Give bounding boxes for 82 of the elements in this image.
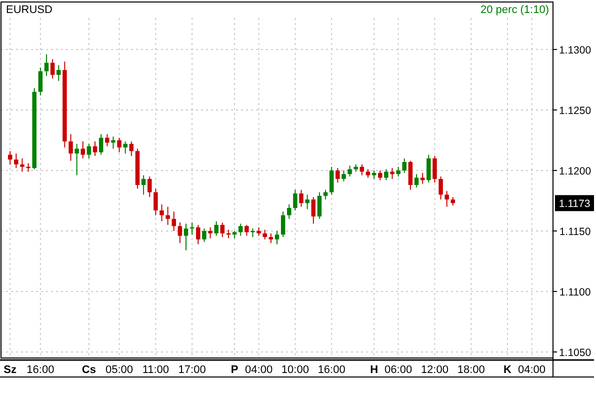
y-tick-label: 1.1100 [559, 286, 591, 298]
candlestick [262, 229, 267, 240]
candlestick [311, 196, 316, 224]
x-tick-label: 16:00 [26, 364, 54, 376]
candlestick [396, 166, 400, 178]
candlestick [68, 134, 73, 162]
candlestick [172, 211, 176, 232]
candlestick [342, 170, 346, 182]
candlestick [105, 134, 110, 147]
candlestick [408, 160, 413, 190]
candlestick [438, 176, 443, 200]
candlestick [111, 136, 116, 150]
candlestick [432, 155, 437, 184]
y-tick-label: 1.1300 [558, 44, 592, 56]
y-tick-label: 1.1050 [558, 346, 592, 359]
candlestick [141, 174, 146, 196]
chart-subtitle: 20 perc (1:10) [480, 4, 549, 16]
x-tick-label: 05:00 [106, 364, 134, 376]
y-tick-label: 1.1250 [558, 104, 592, 117]
x-tick-label: 06:00 [384, 364, 412, 376]
x-tick-label: 11:00 [142, 364, 170, 376]
candlestick [414, 174, 419, 188]
candlestick [20, 158, 24, 172]
x-tick-label: K [504, 364, 512, 376]
candlestick [444, 190, 449, 208]
x-tick-label: 17:00 [178, 364, 206, 376]
candlestick [98, 134, 104, 156]
candlestick [244, 224, 249, 236]
candlestick [14, 153, 18, 169]
candlestick [317, 192, 322, 220]
candlestick [56, 64, 61, 82]
candlestick [220, 222, 225, 238]
candlestick [184, 223, 188, 251]
candlestick [50, 58, 55, 79]
candlestick [323, 189, 328, 200]
candlestick [390, 168, 394, 180]
chart-title: EURUSD [6, 4, 53, 16]
x-tick-label: 04:00 [518, 364, 546, 376]
candlestick [420, 172, 425, 184]
x-tick-label: 12:00 [420, 364, 448, 376]
candlestick [166, 206, 170, 226]
y-tick-label: 1.1200 [558, 165, 592, 178]
candlestick [293, 189, 298, 211]
x-tick-label: H [370, 364, 378, 376]
candlestick [274, 230, 280, 245]
candlestick [160, 204, 164, 222]
candlestick [384, 168, 388, 181]
candlestick [38, 67, 43, 96]
x-tick-label: P [230, 364, 238, 376]
candlestick [129, 140, 134, 156]
candlestick [348, 165, 352, 178]
candlestick [74, 143, 79, 176]
candlestick [154, 188, 158, 216]
candlestick [123, 140, 128, 154]
candlestick [117, 137, 122, 153]
candlestick [426, 154, 431, 184]
x-tick-label: Cs [82, 364, 96, 376]
x-tick-label: 10:00 [281, 364, 309, 376]
candlestick [336, 168, 340, 184]
x-tick-label: Sz [4, 364, 18, 376]
annotation: 1.1173 [558, 198, 590, 210]
candlestick [299, 189, 304, 208]
candlestick [8, 150, 12, 165]
candlestick [329, 166, 334, 196]
candlestick [178, 222, 182, 244]
candlestick [238, 223, 243, 236]
candlestick [287, 204, 292, 220]
y-tick-label: 1.1150 [559, 226, 591, 238]
candlestick [92, 140, 98, 156]
candlestick [208, 226, 212, 239]
x-tick-label: 16:00 [318, 364, 346, 376]
x-tick-label: 18:00 [457, 364, 485, 376]
candlestick [305, 194, 310, 210]
x-tick-label: 04:00 [245, 364, 273, 376]
candlestick [147, 176, 152, 198]
candlestick [280, 211, 286, 238]
candlestick [196, 224, 200, 245]
candlestick [268, 232, 274, 244]
candlestick [214, 220, 218, 236]
candlestick [202, 228, 206, 242]
candlestick [402, 158, 407, 174]
candlestick [80, 140, 86, 159]
